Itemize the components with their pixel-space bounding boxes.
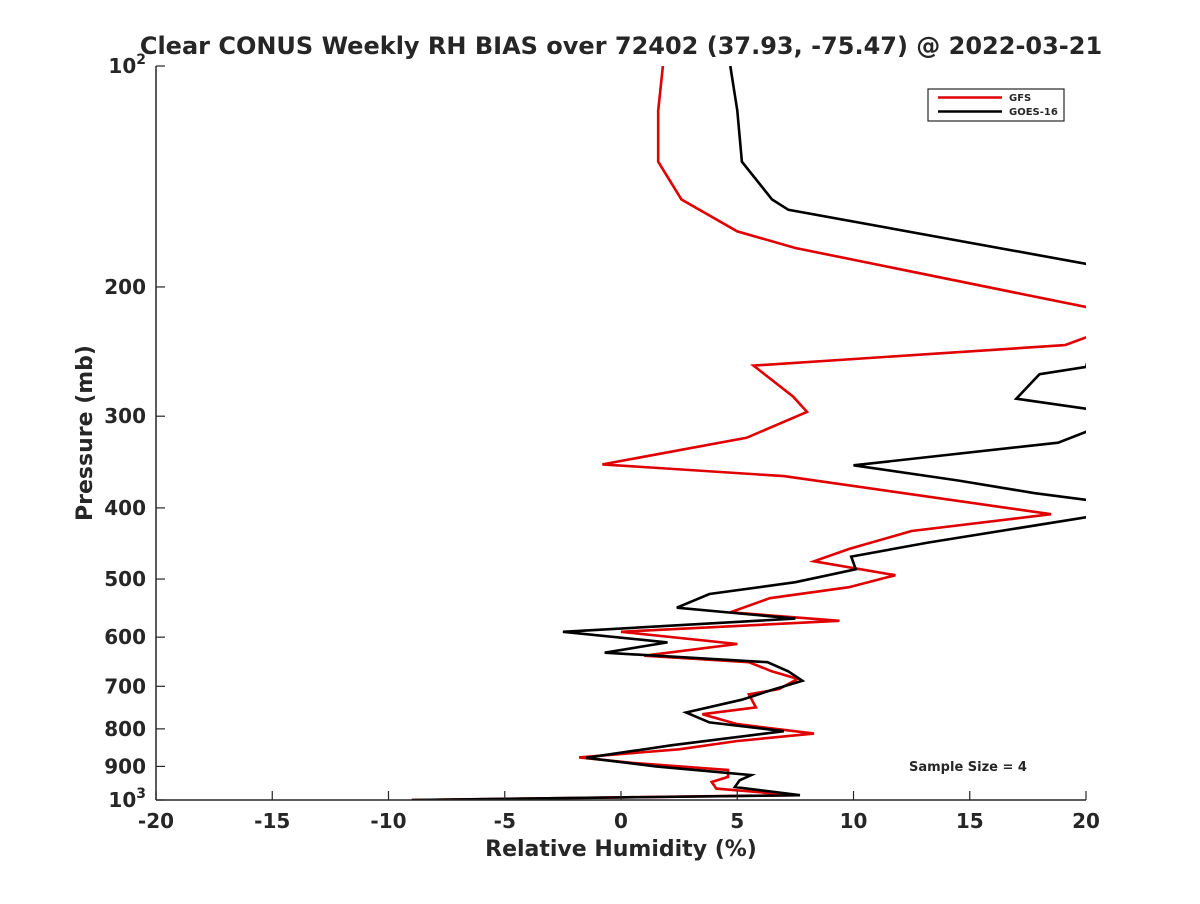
y-axis-label: Pressure (mb)	[73, 345, 98, 521]
x-ticks: -20 -15 -10 -5 0 5 10 15 20	[138, 791, 1100, 833]
chart-title: Clear CONUS Weekly RH BIAS over 72402 (3…	[140, 32, 1102, 60]
series-layer	[411, 66, 1086, 800]
y-tick-label: 400	[104, 496, 146, 520]
x-axis-label: Relative Humidity (%)	[485, 837, 757, 862]
y-tick-label: 200	[104, 275, 146, 299]
y-tick-label: 500	[104, 567, 146, 591]
y-tick-label: 800	[104, 717, 146, 741]
x-tick-label: -10	[370, 809, 406, 833]
y-tick-label: 102	[108, 52, 146, 78]
x-tick-label: -15	[254, 809, 290, 833]
y-tick-label: 900	[104, 754, 146, 778]
y-tick-label: 600	[104, 625, 146, 649]
y-tick-label: 300	[104, 404, 146, 428]
x-tick-label: 10	[840, 809, 868, 833]
x-tick-label: 0	[614, 809, 628, 833]
plot-area: -20 -15 -10 -5 0 5 10 15 20 102 200 300 400 500 600 70…	[104, 52, 1100, 833]
legend-box	[927, 88, 1065, 122]
x-tick-label: -5	[494, 809, 516, 833]
x-tick-label: 20	[1072, 809, 1100, 833]
legend-label-gfs: GFS	[1009, 93, 1031, 104]
x-tick-label: 15	[956, 809, 984, 833]
legend-label-goes-16: GOES-16	[1009, 107, 1058, 118]
y-tick-label: 103	[108, 786, 146, 812]
x-tick-label: 5	[730, 809, 744, 833]
sample-size-annotation: Sample Size = 4	[909, 760, 1027, 775]
plot-background	[156, 66, 1086, 800]
x-tick-label: -20	[138, 809, 174, 833]
y-ticks: 102 200 300 400 500 600 700 800 900 103	[104, 52, 165, 812]
legend: GFS GOES-16	[927, 88, 1065, 122]
series-line-goes-16	[411, 66, 1086, 800]
y-tick-label: 700	[104, 674, 146, 698]
